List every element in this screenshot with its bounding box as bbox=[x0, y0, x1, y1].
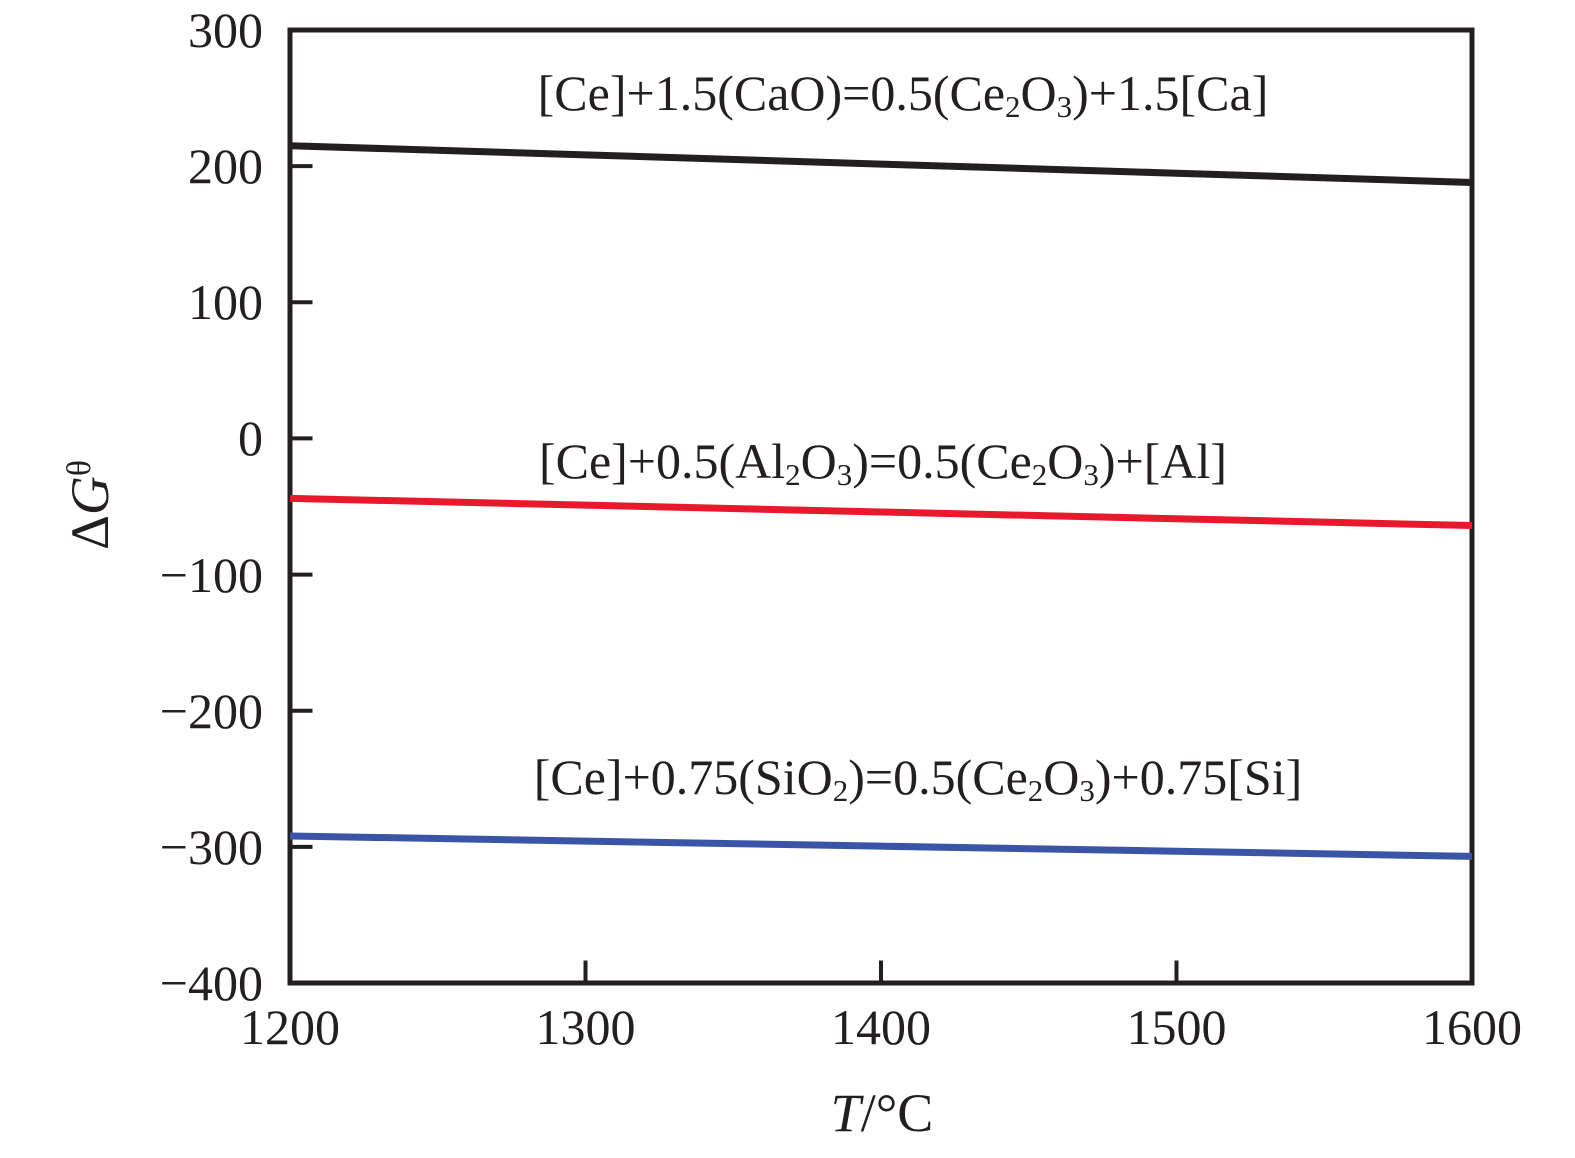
plot-frame bbox=[287, 27, 1475, 986]
text-part: [Ce]+1.5(CaO)=0.5(Ce bbox=[537, 65, 1006, 121]
text-part: )+1.5[Ca] bbox=[1072, 65, 1269, 121]
series-line-cao bbox=[289, 142, 1473, 186]
series-label-al2o3: [Ce]+0.5(Al2O3)=0.5(Ce2O3)+[Al] bbox=[538, 433, 1228, 490]
text-part: O bbox=[1047, 433, 1084, 489]
superscript: θ bbox=[60, 460, 98, 477]
subscript: 2 bbox=[1027, 773, 1044, 809]
subscript: 2 bbox=[1005, 89, 1021, 125]
text-part: )=0.5(Ce bbox=[852, 433, 1032, 489]
y-tick-label: 300 bbox=[188, 2, 263, 58]
subscript: 3 bbox=[1083, 457, 1099, 493]
subscript: 3 bbox=[836, 457, 853, 493]
x-tick-label: 1300 bbox=[535, 999, 636, 1055]
subscript: 2 bbox=[832, 773, 849, 809]
y-tick-label: −100 bbox=[159, 546, 263, 603]
x-axis-title: T/°C bbox=[831, 1086, 934, 1140]
text-part: [Ce]+0.5(Al bbox=[538, 433, 786, 489]
subscript: 3 bbox=[1079, 773, 1095, 809]
series-label-cao: [Ce]+1.5(CaO)=0.5(Ce2O3)+1.5[Ca] bbox=[537, 65, 1269, 122]
y-tick-label: 100 bbox=[188, 274, 263, 331]
subscript: 2 bbox=[785, 457, 801, 493]
y-tick-label: −400 bbox=[159, 955, 263, 1011]
text-part: /°C bbox=[860, 1083, 934, 1143]
text-part: [Ce]+0.75(SiO bbox=[533, 749, 833, 805]
x-tick-label: 1400 bbox=[831, 999, 931, 1055]
text-part: G bbox=[60, 476, 120, 516]
subscript: 2 bbox=[1031, 457, 1048, 493]
text-part: O bbox=[1043, 749, 1080, 805]
series-line-al2o3 bbox=[289, 494, 1473, 530]
x-tick-label: 1600 bbox=[1422, 999, 1522, 1055]
series-line-sio2 bbox=[289, 832, 1473, 860]
y-tick-label: −300 bbox=[159, 818, 263, 875]
text-part: )=0.5(Ce bbox=[848, 749, 1028, 805]
text-part: O bbox=[1020, 65, 1057, 121]
y-tick-label: −200 bbox=[159, 682, 263, 739]
x-tick-label: 1500 bbox=[1126, 999, 1227, 1055]
series-label-sio2: [Ce]+0.75(SiO2)=0.5(Ce2O3)+0.75[Si] bbox=[533, 749, 1303, 806]
subscript: 3 bbox=[1056, 89, 1073, 125]
y-tick-label: 200 bbox=[188, 138, 263, 195]
text-part: )+[Al] bbox=[1098, 433, 1228, 489]
y-tick-label: 0 bbox=[238, 410, 263, 467]
x-tick-label: 1200 bbox=[240, 999, 340, 1055]
text-part: O bbox=[800, 433, 837, 489]
text-part: )+0.75[Si] bbox=[1094, 749, 1303, 805]
text-part: Δ bbox=[60, 515, 120, 550]
text-part: T bbox=[830, 1083, 861, 1143]
y-axis-title: ΔGθ bbox=[60, 460, 120, 550]
